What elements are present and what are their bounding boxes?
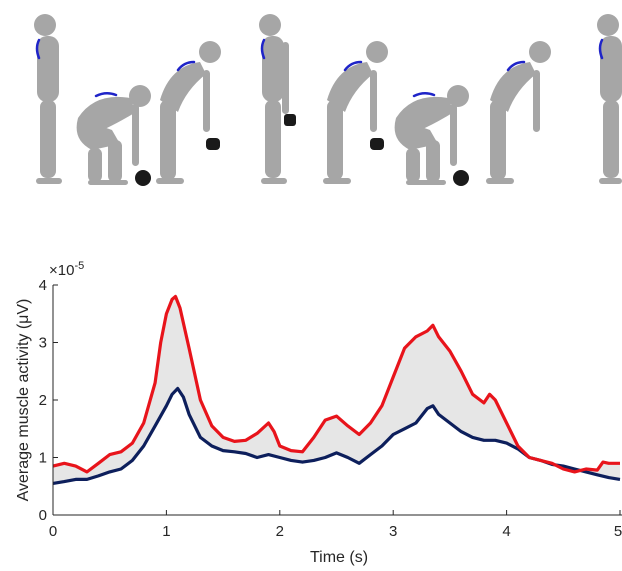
y-exponent-power: -5 (74, 260, 84, 272)
y-exponent-base: ×10 (49, 262, 74, 279)
figure-squat-lift-2 (394, 85, 469, 186)
x-tick-label: 1 (162, 523, 170, 540)
y-tick-label: 4 (39, 277, 47, 294)
figure-standing-2 (597, 14, 622, 184)
y-tick-label: 0 (39, 507, 47, 524)
y-axis-label: Average muscle activity (μV) (15, 299, 32, 502)
lifting-sequence-illustration (34, 14, 622, 186)
figure-standing-hold (259, 14, 296, 184)
figure-hinge-empty (486, 41, 551, 184)
x-tick-label: 4 (502, 523, 510, 540)
y-tick-label: 2 (39, 392, 47, 409)
y-exponent-label: ×10-5 (49, 260, 84, 279)
axes: 0 1 2 3 4 5 0 1 2 3 4 (39, 277, 622, 540)
x-tick-label: 2 (276, 523, 284, 540)
x-tick-label: 0 (49, 523, 57, 540)
series-line-1 (52, 294, 620, 474)
x-axis-label: Time (s) (310, 549, 368, 566)
x-tick-label: 3 (389, 523, 397, 540)
x-tick-label: 5 (614, 523, 622, 540)
y-tick-label: 3 (39, 335, 47, 352)
series-line-2 (52, 386, 621, 485)
figure-squat-lift-1 (76, 85, 151, 186)
figure-hinge-hold-2 (323, 41, 388, 184)
plot-area (52, 294, 621, 485)
figure-hinge-hold-1 (156, 41, 221, 184)
y-tick-label: 1 (39, 450, 47, 467)
figure-standing-1 (34, 14, 62, 184)
shaded-band (53, 296, 620, 484)
